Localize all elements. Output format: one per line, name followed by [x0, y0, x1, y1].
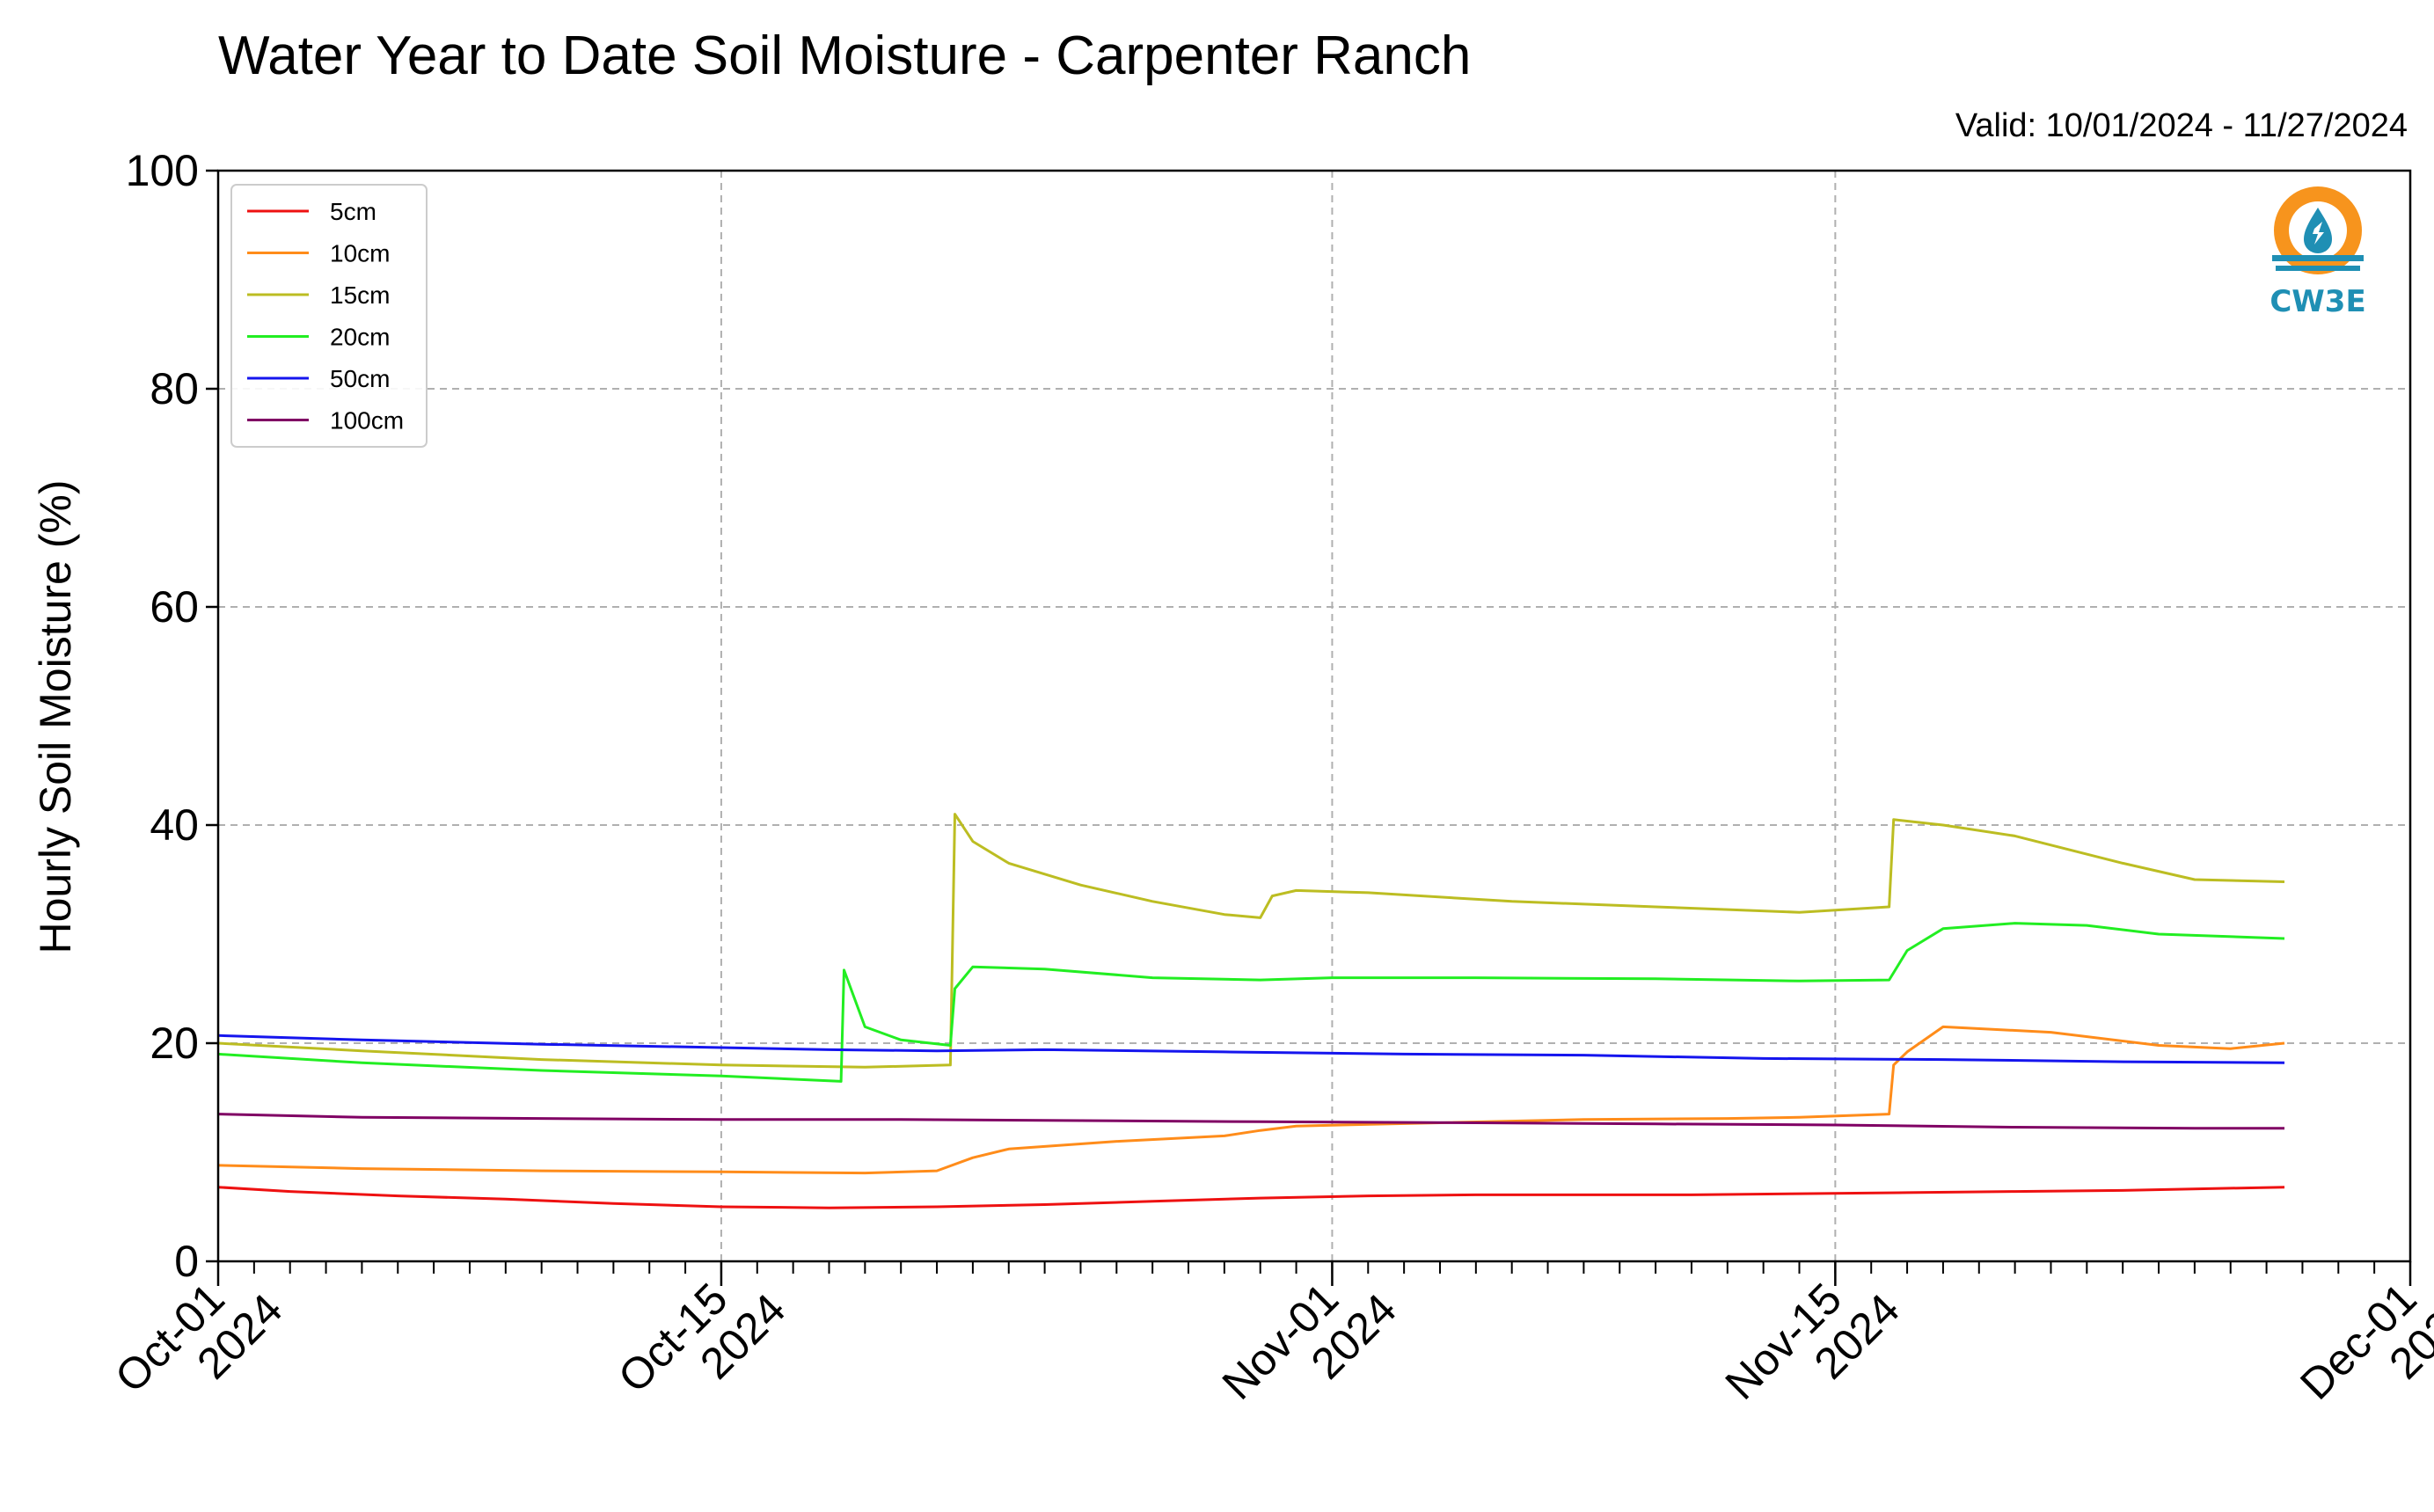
- legend-label: 5cm: [330, 198, 376, 225]
- logo-text: CW3E: [2270, 284, 2365, 319]
- series-line-100cm: [217, 1113, 2284, 1130]
- series-line-15cm: [217, 813, 2285, 1069]
- x-tick-label: Oct-012024: [106, 1250, 291, 1435]
- series-line-10cm: [217, 1025, 2285, 1175]
- y-tick-label: 0: [174, 1237, 199, 1286]
- y-tick-label: 20: [150, 1019, 199, 1068]
- legend: 5cm 10cm 15cm 20cm 50cm 100cm: [230, 184, 428, 448]
- minor-ticks: [252, 1261, 2376, 1274]
- x-tick-label: Dec-012024: [2291, 1250, 2434, 1443]
- y-tick-label: 100: [126, 146, 199, 195]
- legend-label: 100cm: [330, 407, 404, 435]
- y-axis-label: Hourly Soil Moisture (%): [31, 479, 80, 953]
- legend-label: 20cm: [330, 324, 390, 351]
- x-axis: Oct-012024 Oct-152024 Nov-012024 Nov-152024…: [106, 1250, 2434, 1443]
- x-tick-label: Nov-152024: [1716, 1250, 1909, 1443]
- x-tick-label: Nov-012024: [1213, 1250, 1406, 1443]
- y-axis: 0 20 40 60 80 100: [126, 146, 218, 1286]
- chart-title: Water Year to Date Soil Moisture - Carpe…: [218, 26, 1472, 86]
- cw3e-logo: CW3E: [2270, 186, 2366, 319]
- legend-label: 10cm: [330, 240, 390, 267]
- legend-label: 15cm: [330, 281, 390, 309]
- series-lines: [217, 813, 2285, 1209]
- legend-box: [230, 184, 428, 448]
- y-tick-label: 60: [150, 582, 199, 632]
- series-line-5cm: [217, 1186, 2285, 1209]
- plot-frame: [216, 169, 2412, 1263]
- legend-label: 50cm: [330, 365, 390, 392]
- series-line-50cm: [217, 1034, 2285, 1064]
- valid-date-range: Valid: 10/01/2024 - 11/27/2024: [1955, 107, 2408, 144]
- y-tick-label: 40: [150, 800, 199, 850]
- series-line-20cm: [217, 922, 2285, 1083]
- x-tick-label: Oct-152024: [609, 1250, 794, 1435]
- y-tick-label: 80: [150, 364, 199, 413]
- grid-lines: [217, 170, 2411, 1262]
